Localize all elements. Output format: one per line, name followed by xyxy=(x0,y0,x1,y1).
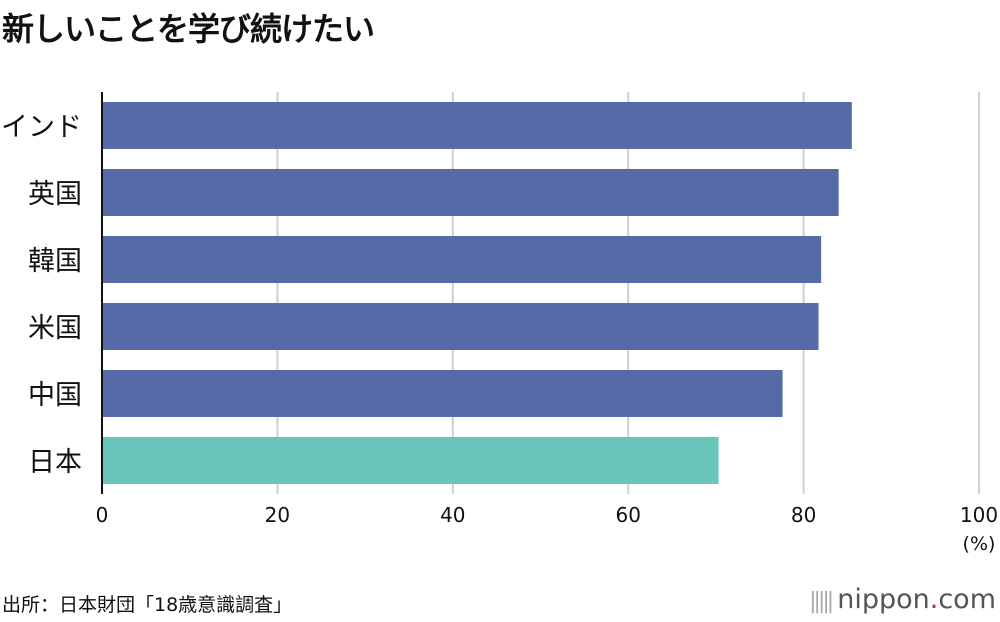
x-unit-label: (%) xyxy=(963,533,996,555)
bar xyxy=(102,102,852,149)
bar xyxy=(102,437,719,484)
nippon-logo: ||||| nippon.com xyxy=(809,584,996,615)
bar xyxy=(102,169,839,216)
bar xyxy=(102,303,819,350)
x-tick-label: 20 xyxy=(265,503,290,527)
source-note: 出所：日本財団「18歳意識調査」 xyxy=(2,594,293,616)
category-label: インド xyxy=(1,112,82,143)
category-label: 韓国 xyxy=(28,246,82,277)
category-label: 英国 xyxy=(28,179,82,210)
bar xyxy=(102,236,822,283)
chart-title: 新しいことを学び続けたい xyxy=(2,10,375,48)
x-tick-label: 80 xyxy=(791,503,816,527)
x-tick-label: 60 xyxy=(615,503,640,527)
x-tick-label: 100 xyxy=(960,503,998,527)
bar xyxy=(102,370,783,417)
x-tick-label: 0 xyxy=(96,503,109,527)
category-label: 日本 xyxy=(28,447,82,478)
category-label: 中国 xyxy=(28,380,82,411)
logo-bars-icon: ||||| xyxy=(809,589,834,614)
x-tick-label: 40 xyxy=(440,503,465,527)
category-label: 米国 xyxy=(28,313,82,344)
